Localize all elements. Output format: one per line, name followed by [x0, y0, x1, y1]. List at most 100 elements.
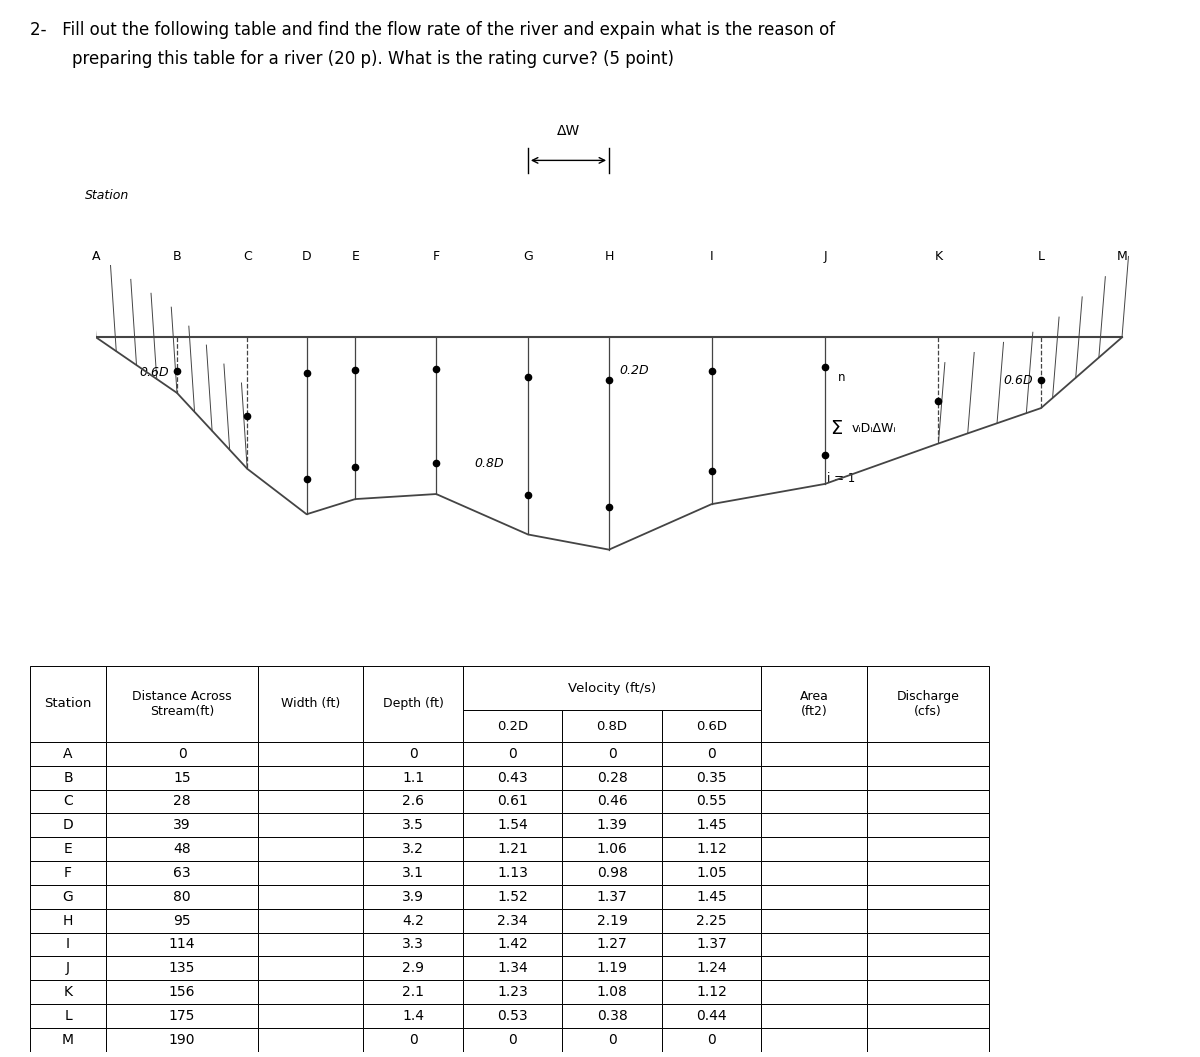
Bar	[761, 957, 866, 980]
Bar	[463, 932, 563, 957]
Bar	[662, 980, 761, 1004]
Bar	[662, 885, 761, 909]
Bar	[106, 980, 258, 1004]
Bar	[364, 742, 463, 765]
Bar	[761, 666, 866, 742]
Text: L: L	[1038, 249, 1044, 263]
Bar	[106, 957, 258, 980]
Bar	[30, 909, 106, 932]
Text: 0.2D: 0.2D	[620, 364, 649, 376]
Text: 1.12: 1.12	[696, 842, 727, 856]
Bar	[866, 932, 989, 957]
Text: 0.38: 0.38	[596, 1009, 628, 1023]
Text: 0.44: 0.44	[696, 1009, 727, 1023]
Bar	[364, 932, 463, 957]
Bar	[563, 837, 662, 861]
Bar	[463, 909, 563, 932]
Bar	[30, 885, 106, 909]
Text: Width (ft): Width (ft)	[281, 698, 341, 710]
Text: E: E	[64, 842, 72, 856]
Text: 0.8D: 0.8D	[596, 720, 628, 733]
Text: 156: 156	[169, 985, 196, 999]
Text: 1.34: 1.34	[497, 961, 528, 976]
Bar	[258, 932, 364, 957]
Bar	[563, 980, 662, 1004]
Bar	[463, 837, 563, 861]
Text: D: D	[301, 249, 312, 263]
Bar	[563, 710, 662, 742]
Bar	[106, 1027, 258, 1052]
Bar	[563, 861, 662, 885]
Bar	[258, 666, 364, 742]
Bar	[364, 790, 463, 814]
Bar	[662, 932, 761, 957]
Text: F: F	[64, 866, 72, 880]
Text: 0.43: 0.43	[497, 771, 528, 784]
Bar	[106, 814, 258, 837]
Text: 95: 95	[173, 913, 191, 928]
Bar	[463, 980, 563, 1004]
Text: M: M	[62, 1033, 74, 1046]
Bar	[106, 1004, 258, 1027]
Bar	[106, 742, 258, 765]
Bar	[463, 742, 563, 765]
Bar	[463, 765, 563, 790]
Text: 1.12: 1.12	[696, 985, 727, 999]
Text: 0: 0	[409, 1033, 418, 1046]
Bar	[866, 814, 989, 837]
Bar	[364, 909, 463, 932]
Text: H: H	[62, 913, 73, 928]
Bar	[364, 861, 463, 885]
Text: Station: Station	[44, 698, 91, 710]
Text: G: G	[523, 249, 533, 263]
Text: A: A	[64, 747, 73, 761]
Bar	[258, 980, 364, 1004]
Text: 3.5: 3.5	[402, 818, 424, 832]
Text: 4.2: 4.2	[402, 913, 424, 928]
Bar	[866, 885, 989, 909]
Bar	[761, 790, 866, 814]
Text: 2.34: 2.34	[497, 913, 528, 928]
Text: 0.35: 0.35	[696, 771, 727, 784]
Bar	[106, 790, 258, 814]
Text: Depth (ft): Depth (ft)	[383, 698, 444, 710]
Text: 1.27: 1.27	[596, 938, 628, 951]
Text: Velocity (ft/s): Velocity (ft/s)	[568, 682, 656, 694]
Text: ΔW: ΔW	[557, 124, 580, 137]
Text: 0.53: 0.53	[497, 1009, 528, 1023]
Text: 0: 0	[178, 747, 186, 761]
Bar	[30, 1027, 106, 1052]
Text: n: n	[838, 371, 845, 385]
Text: 3.1: 3.1	[402, 866, 424, 880]
Bar	[563, 790, 662, 814]
Text: 2.9: 2.9	[402, 961, 424, 976]
Text: 0.6D: 0.6D	[139, 366, 169, 379]
Bar	[866, 909, 989, 932]
Bar	[30, 932, 106, 957]
Text: 2-   Fill out the following table and find the flow rate of the river and expain: 2- Fill out the following table and find…	[30, 21, 835, 39]
Text: C: C	[242, 249, 252, 263]
Text: C: C	[64, 795, 73, 809]
Bar	[106, 765, 258, 790]
Bar	[106, 861, 258, 885]
Text: 0.55: 0.55	[696, 795, 727, 809]
Bar	[866, 666, 989, 742]
Bar	[463, 861, 563, 885]
Bar	[30, 861, 106, 885]
Bar	[463, 666, 761, 710]
Bar	[866, 980, 989, 1004]
Bar	[258, 742, 364, 765]
Text: 0: 0	[707, 1033, 716, 1046]
Text: 1.13: 1.13	[497, 866, 528, 880]
Bar	[563, 742, 662, 765]
Bar	[106, 666, 258, 742]
Text: 0.8D: 0.8D	[474, 458, 504, 470]
Bar	[106, 885, 258, 909]
Text: F: F	[433, 249, 439, 263]
Text: 0: 0	[409, 747, 418, 761]
Text: 1.05: 1.05	[696, 866, 727, 880]
Bar	[761, 837, 866, 861]
Bar	[662, 837, 761, 861]
Bar	[30, 790, 106, 814]
Text: Distance Across
Stream(ft): Distance Across Stream(ft)	[132, 690, 232, 718]
